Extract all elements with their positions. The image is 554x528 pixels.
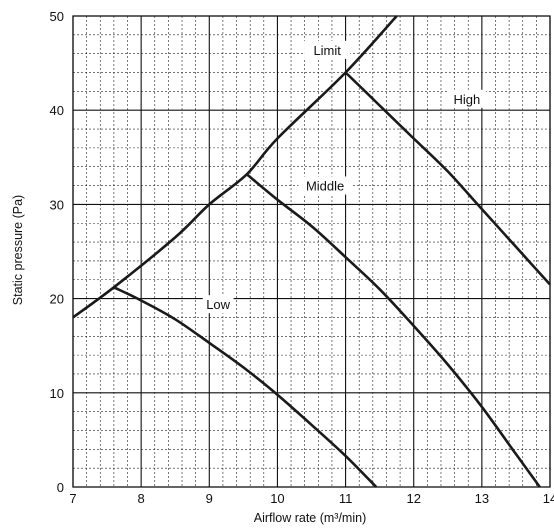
x-tick-label: 9 (206, 491, 213, 506)
x-tick-label: 12 (406, 491, 420, 506)
curve-label-bg (447, 89, 487, 108)
y-tick-label: 40 (50, 103, 64, 118)
curve-label-low: Low (206, 297, 230, 312)
y-tick-label: 50 (50, 9, 64, 24)
plot-frame (72, 15, 551, 488)
tick-labels: 7 8 9 10 11 12 13 14 0 10 20 30 40 50 (50, 9, 554, 506)
y-tick-label: 10 (50, 386, 64, 401)
major-grid (72, 15, 551, 488)
x-tick-label: 10 (270, 491, 284, 506)
series-line-low (113, 286, 378, 488)
x-tick-label: 14 (543, 491, 554, 506)
y-axis-title: Static pressure (Pa) (11, 195, 25, 305)
series-layer (72, 15, 551, 488)
curve-label-bg (202, 295, 234, 314)
minor-grid (73, 16, 550, 487)
x-axis-title: Airflow rate (m³/min) (254, 511, 367, 525)
y-tick-label: 20 (50, 292, 64, 307)
curve-label-bg (298, 176, 352, 195)
y-tick-label: 0 (57, 480, 64, 495)
series-line-limit (72, 15, 398, 319)
series-line-middle (245, 173, 541, 488)
y-tick-label: 30 (50, 197, 64, 212)
series-line-high (344, 71, 551, 286)
x-tick-label: 8 (138, 491, 145, 506)
curve-label-middle: Middle (306, 179, 344, 194)
curve-label-limit: Limit (313, 43, 341, 58)
curve-label-bg (304, 40, 351, 59)
curve-label-high: High (453, 92, 480, 107)
curve-labels: Limit High Middle Low (202, 40, 487, 314)
x-tick-label: 13 (475, 491, 489, 506)
x-tick-label: 11 (339, 491, 353, 506)
x-tick-label: 7 (69, 491, 76, 506)
